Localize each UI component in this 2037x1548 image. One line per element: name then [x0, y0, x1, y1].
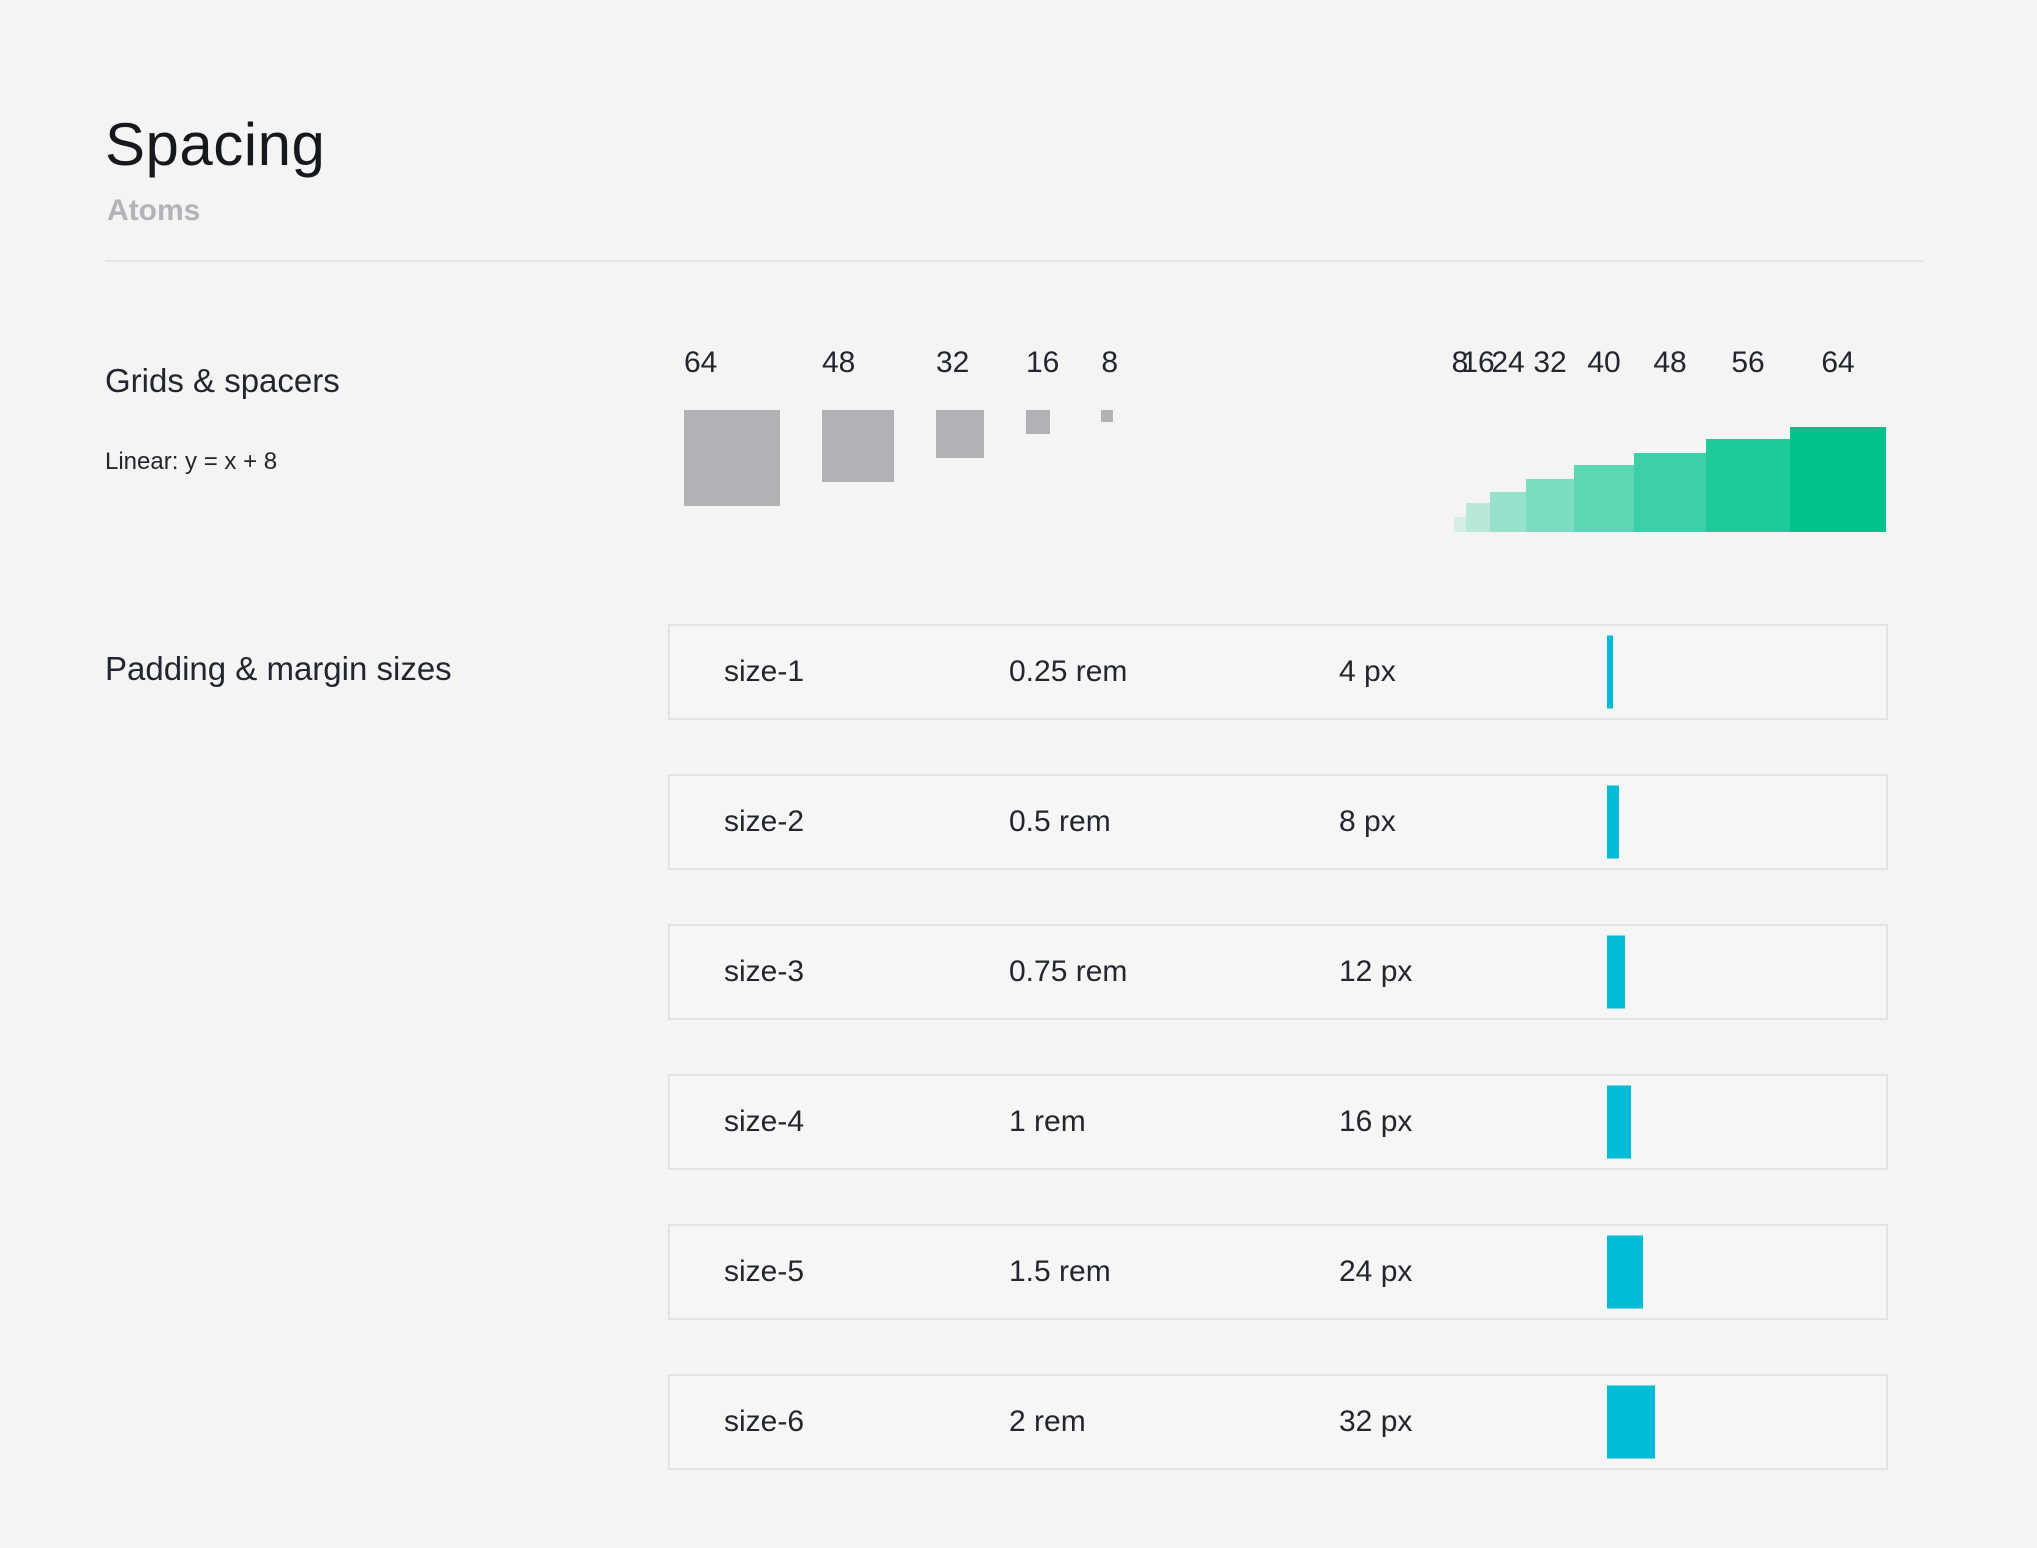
table-row-size-1: size-1 0.25 rem 4 px — [668, 624, 1888, 720]
spacer-square-label: 8 — [1101, 346, 1119, 379]
spacer-square-item: 8 — [1101, 346, 1118, 422]
table-row-size-2: size-2 0.5 rem 8 px — [668, 774, 1888, 870]
stairs-labels-row: 8 16 24 32 40 48 56 64 — [1451, 346, 1886, 380]
spacer-square-label: 48 — [822, 346, 856, 379]
spacer-square-item: 32 — [936, 346, 984, 458]
size-name: size-4 — [724, 1105, 805, 1138]
size-table: size-1 0.25 rem 4 px size-2 0.5 rem 8 px… — [668, 624, 1888, 1524]
size-name: size-1 — [724, 655, 805, 688]
header-divider — [105, 260, 1924, 262]
stairs-bars-group — [1454, 427, 1886, 532]
size-name: size-2 — [724, 805, 805, 838]
spacer-square-swatch-48 — [822, 410, 894, 482]
stair-bar-48 — [1634, 453, 1706, 532]
stair-bar-64 — [1790, 427, 1886, 532]
size-name: size-6 — [724, 1405, 805, 1438]
stair-bar-56 — [1706, 439, 1790, 532]
size-rem-value: 0.75 rem — [1009, 955, 1128, 988]
table-row-size-5: size-5 1.5 rem 24 px — [668, 1224, 1888, 1320]
spacer-square-label: 32 — [936, 346, 970, 379]
size-rem-value: 0.25 rem — [1009, 655, 1128, 688]
size-rem-value: 2 rem — [1009, 1405, 1086, 1438]
size-rem-value: 1 rem — [1009, 1105, 1086, 1138]
stair-label: 24 — [1491, 346, 1525, 379]
size-bar — [1607, 635, 1613, 709]
spacer-square-swatch-32 — [936, 410, 984, 458]
spacer-square-item: 48 — [822, 346, 894, 482]
grids-spacers-heading: Grids & spacers — [105, 362, 340, 399]
size-rem-value: 1.5 rem — [1009, 1255, 1111, 1288]
stair-label: 8 — [1451, 346, 1469, 379]
spacer-square-label: 16 — [1026, 346, 1060, 379]
spacer-square-item: 16 — [1026, 346, 1059, 434]
size-px-value: 4 px — [1339, 655, 1396, 688]
stair-label: 40 — [1587, 346, 1621, 379]
size-px-value: 16 px — [1339, 1105, 1413, 1138]
stair-label: 64 — [1821, 346, 1855, 379]
linear-formula-label: Linear: y = x + 8 — [105, 448, 278, 475]
stair-bar-16 — [1466, 503, 1490, 532]
spacer-square-swatch-16 — [1026, 410, 1050, 434]
spacer-square-swatch-64 — [684, 410, 780, 506]
size-px-value: 24 px — [1339, 1255, 1413, 1288]
size-px-value: 32 px — [1339, 1405, 1413, 1438]
table-row-size-3: size-3 0.75 rem 12 px — [668, 924, 1888, 1020]
page-subtitle: Atoms — [107, 194, 201, 227]
size-px-value: 8 px — [1339, 805, 1396, 838]
spacer-squares-group: 64 48 32 16 8 — [684, 346, 1118, 506]
size-name: size-5 — [724, 1255, 805, 1288]
size-bar — [1607, 1235, 1643, 1309]
spacer-square-swatch-8 — [1101, 410, 1114, 422]
stair-label: 32 — [1533, 346, 1567, 379]
spacer-square-label: 64 — [684, 346, 718, 379]
padding-margin-heading: Padding & margin sizes — [105, 650, 452, 687]
size-bar — [1607, 935, 1625, 1009]
stair-label: 48 — [1653, 346, 1687, 379]
stair-bar-24 — [1490, 492, 1526, 532]
page-title: Spacing — [105, 111, 326, 178]
stair-label: 56 — [1731, 346, 1765, 379]
size-name: size-3 — [724, 955, 805, 988]
stair-bar-40 — [1574, 465, 1634, 532]
stair-label: 16 — [1461, 346, 1495, 379]
size-rem-value: 0.5 rem — [1009, 805, 1111, 838]
size-bar — [1607, 1085, 1631, 1159]
table-row-size-4: size-4 1 rem 16 px — [668, 1074, 1888, 1170]
stair-bar-32 — [1526, 479, 1574, 532]
size-px-value: 12 px — [1339, 955, 1413, 988]
size-bar — [1607, 1385, 1655, 1459]
stair-bar-8 — [1454, 517, 1466, 532]
size-bar — [1607, 785, 1619, 859]
spacer-square-item: 64 — [684, 346, 780, 506]
table-row-size-6: size-6 2 rem 32 px — [668, 1374, 1888, 1470]
